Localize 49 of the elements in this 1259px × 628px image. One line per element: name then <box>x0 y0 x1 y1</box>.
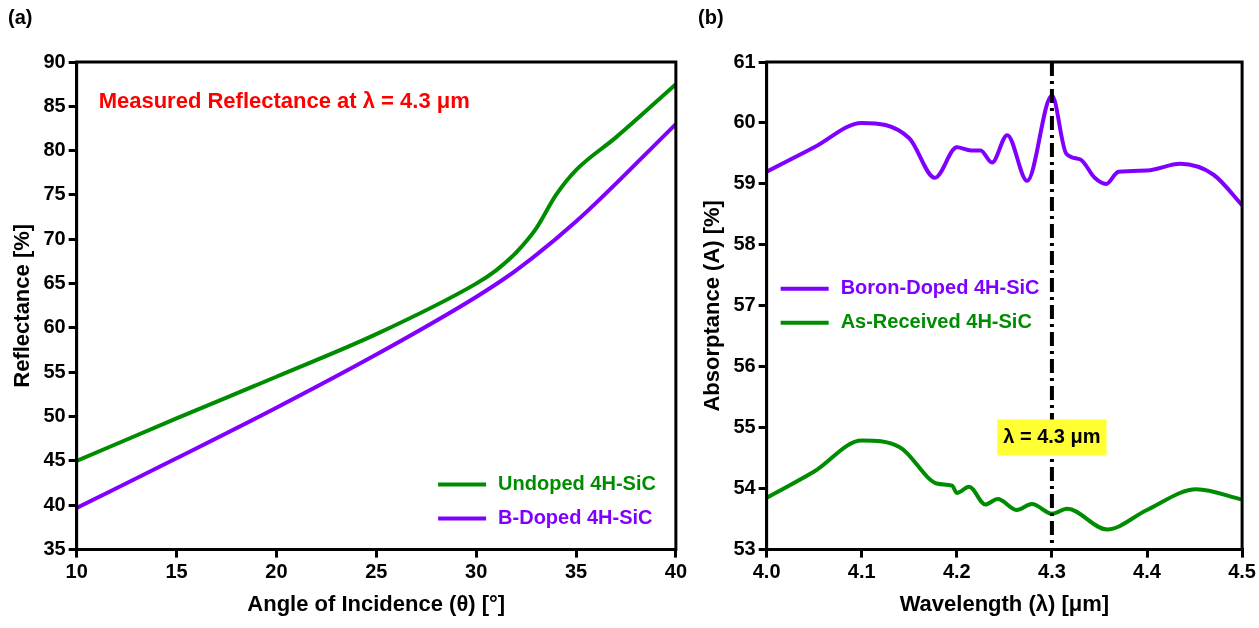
y-tick-label: 54 <box>733 476 757 499</box>
y-tick-label: 85 <box>43 93 66 116</box>
y-tick-label: 58 <box>733 232 756 255</box>
y-tick-label: 75 <box>43 182 66 205</box>
y-axis-title: Absorptance (A) [%] <box>699 200 725 412</box>
x-tick-label: 15 <box>165 560 188 583</box>
y-tick-label: 45 <box>43 448 66 471</box>
x-tick-label: 4.3 <box>1038 560 1066 583</box>
y-tick-label: 65 <box>43 271 66 294</box>
chart-title: (b) <box>698 5 724 28</box>
line-series <box>76 122 676 510</box>
x-tick-label: 25 <box>365 560 388 583</box>
y-axis-title: Reflectance [%] <box>9 223 35 388</box>
x-tick-label: 4.0 <box>752 560 781 583</box>
x-tick-label: 10 <box>65 560 88 583</box>
x-axis-title: Wavelength (λ) [μm] <box>899 590 1110 616</box>
x-axis-title: Angle of Incidence (θ) [°] <box>247 590 506 616</box>
y-tick-label: 90 <box>43 49 66 72</box>
line-series <box>766 93 1243 208</box>
y-tick-label: 59 <box>733 171 756 194</box>
y-tick-label: 40 <box>43 492 66 515</box>
y-tick-label: 35 <box>43 537 66 560</box>
x-tick-label: 4.2 <box>942 560 971 583</box>
y-tick-label: 70 <box>43 226 66 249</box>
legend-label: As-Received 4H-SiC <box>840 310 1032 333</box>
y-tick-label: 50 <box>43 404 66 427</box>
x-tick-label: 4.4 <box>1133 560 1162 583</box>
y-tick-label: 57 <box>733 293 756 316</box>
y-tick-label: 60 <box>43 315 66 338</box>
y-tick-label: 53 <box>733 537 756 560</box>
y-tick-label: 55 <box>43 359 66 382</box>
line-series <box>76 82 676 463</box>
y-tick-label: 80 <box>43 138 66 161</box>
y-tick-label: 60 <box>733 110 756 133</box>
x-tick-label: 35 <box>564 560 588 583</box>
x-tick-label: 4.5 <box>1228 560 1256 583</box>
chart-title: (a) <box>8 5 33 28</box>
x-tick-label: 30 <box>465 560 488 583</box>
annotation: Measured Reflectance at λ = 4.3 μm <box>98 88 470 114</box>
x-tick-label: 4.1 <box>847 560 876 583</box>
y-tick-label: 61 <box>733 49 756 72</box>
x-tick-label: 40 <box>664 560 687 583</box>
y-tick-label: 55 <box>733 415 756 438</box>
legend-label: Undoped 4H-SiC <box>498 472 656 495</box>
legend-label: B-Doped 4H-SiC <box>498 506 653 529</box>
y-tick-label: 56 <box>733 354 756 377</box>
legend-label: Boron-Doped 4H-SiC <box>840 276 1040 299</box>
x-tick-label: 20 <box>265 560 288 583</box>
ref-line-label: λ = 4.3 μm <box>1003 424 1101 447</box>
